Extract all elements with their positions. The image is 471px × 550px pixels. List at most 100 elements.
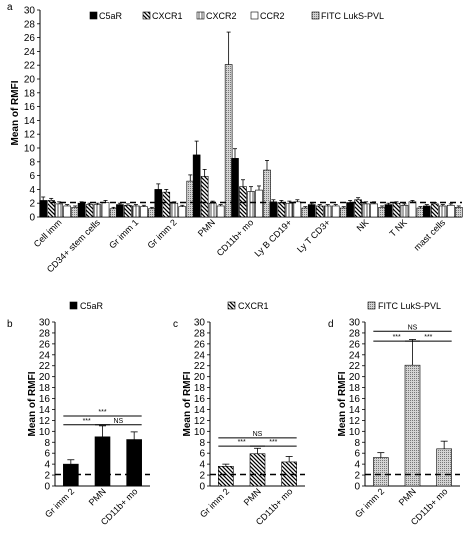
x-tick-label: PMN (196, 217, 217, 238)
significance-label: NS (408, 324, 418, 331)
panel-letter-b: b (7, 319, 13, 330)
x-tick-label: Ly B CD19+ (252, 217, 293, 258)
y-tick-label: 6 (29, 171, 35, 182)
y-tick-label: 16 (24, 102, 36, 113)
y-tick-label: 6 (354, 449, 360, 460)
bar (400, 204, 409, 218)
bar (224, 64, 233, 218)
bar (455, 207, 463, 218)
y-tick-label: 18 (39, 383, 51, 394)
significance-label: *** (393, 334, 401, 341)
significance-label: *** (98, 409, 106, 416)
y-tick-label: 2 (199, 471, 205, 482)
y-tick-label: 2 (354, 471, 360, 482)
legend-swatch-fitc-luks-pvl (311, 11, 320, 20)
y-tick-label: 18 (24, 88, 36, 99)
bar (392, 202, 401, 218)
y-tick-label: 6 (44, 449, 50, 460)
bar (307, 204, 316, 218)
y-tick-label: 22 (349, 361, 361, 372)
bar (384, 204, 393, 218)
y-tick-label: 4 (354, 460, 360, 471)
y-tick-label: 12 (24, 130, 36, 141)
bar (293, 201, 302, 218)
y-tick-label: 26 (194, 339, 206, 350)
y-axis-label: Mean of RMFI (10, 80, 21, 145)
y-tick-label: 28 (24, 19, 36, 30)
legend-swatch-c5ar (89, 11, 98, 20)
y-tick-label: 4 (44, 460, 50, 471)
bar (431, 203, 439, 218)
y-tick-label: 8 (199, 438, 205, 449)
y-tick-label: 22 (39, 361, 51, 372)
bar (408, 201, 417, 218)
y-tick-label: 18 (194, 383, 206, 394)
significance-label: *** (83, 418, 91, 425)
legend-label: C5aR (80, 301, 104, 311)
y-tick-label: 14 (349, 405, 361, 416)
panel-letter-d: d (328, 319, 334, 330)
bar (218, 466, 234, 487)
y-tick-label: 0 (199, 482, 205, 493)
legend-label: CXCR1 (152, 11, 183, 21)
significance-label: NS (253, 431, 263, 438)
bar (178, 206, 187, 218)
bar (263, 169, 271, 218)
y-axis-label: Mean of RMFI (337, 371, 348, 436)
significance-label: *** (424, 334, 432, 341)
x-tick-label: PMN (397, 486, 418, 507)
bar (277, 202, 286, 218)
bar (447, 204, 455, 218)
y-tick-label: 14 (24, 116, 36, 127)
y-tick-label: 0 (44, 482, 50, 493)
bar (247, 191, 255, 218)
bar (132, 205, 140, 218)
legend-label: CCR2 (260, 11, 285, 21)
y-tick-label: 26 (24, 33, 36, 44)
bar (77, 202, 86, 218)
bar (255, 189, 263, 218)
x-tick-label: Ly T CD3+ (295, 217, 332, 254)
x-tick-label: PMN (242, 486, 263, 507)
bar (323, 205, 332, 218)
y-tick-label: 12 (194, 416, 206, 427)
bar (423, 205, 431, 218)
y-tick-label: 24 (194, 350, 206, 361)
y-tick-label: 22 (24, 61, 36, 72)
legend-label: FITC LukS-PVL (378, 301, 441, 311)
y-tick-label: 24 (39, 350, 51, 361)
bar (362, 203, 370, 218)
bar (140, 206, 148, 218)
y-tick-label: 10 (194, 427, 206, 438)
bar (126, 439, 142, 487)
bar (370, 203, 378, 218)
bar (200, 175, 209, 218)
y-tick-label: 16 (39, 394, 51, 405)
legend-swatch (367, 301, 376, 310)
bar (285, 202, 294, 218)
y-tick-label: 8 (354, 438, 360, 449)
legend-label: C5aR (99, 11, 123, 21)
y-tick-label: 20 (24, 75, 36, 86)
panel-letter-c: c (173, 319, 178, 330)
bar (249, 453, 266, 487)
y-tick-label: 20 (194, 372, 206, 383)
legend-label: FITC LukS-PVL (321, 11, 384, 21)
y-tick-label: 10 (24, 144, 36, 155)
bar (378, 207, 386, 218)
y-tick-label: 30 (24, 6, 36, 17)
bar (93, 204, 102, 218)
y-tick-label: 0 (354, 482, 360, 493)
bar (269, 201, 278, 218)
legend-swatch (69, 301, 78, 310)
x-tick-label: Gr imm 2 (145, 217, 178, 250)
y-tick-label: 14 (39, 405, 51, 416)
bar (124, 204, 132, 218)
y-tick-label: 12 (349, 416, 361, 427)
y-tick-label: 28 (349, 328, 361, 339)
x-tick-label: PMN (87, 486, 108, 507)
bar (148, 208, 156, 218)
significance-label: NS (113, 418, 123, 425)
x-tick-label: Cell imm (32, 217, 64, 249)
